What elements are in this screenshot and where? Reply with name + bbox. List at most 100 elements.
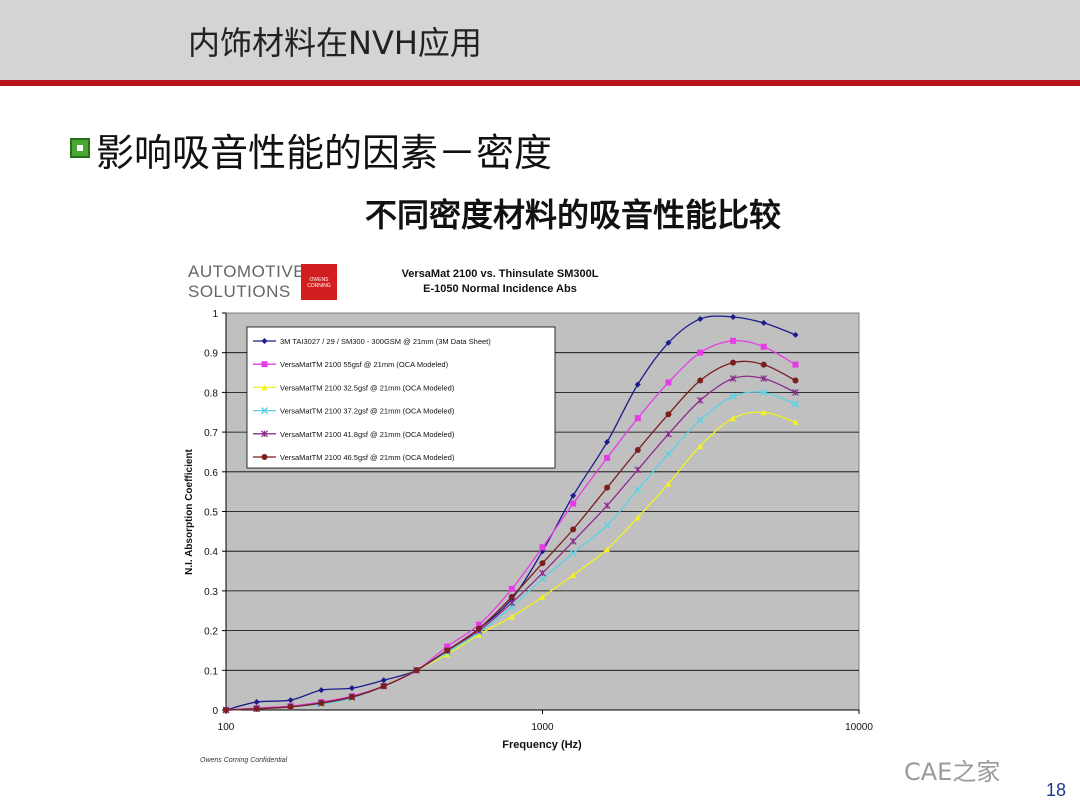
data-point <box>604 439 611 446</box>
data-point <box>730 415 737 422</box>
data-point <box>634 381 641 388</box>
slide-subheading: 不同密度材料的吸音性能比较 <box>365 196 782 234</box>
y-tick-label: 0 <box>212 706 218 717</box>
data-point <box>603 521 611 529</box>
data-point <box>697 315 704 322</box>
logo-text-line2: SOLUTIONS <box>188 282 291 301</box>
data-point <box>538 575 547 583</box>
y-axis-label: N.I. Absorption Coefficient <box>184 448 195 574</box>
data-point <box>791 400 800 408</box>
y-tick-label: 0.1 <box>204 666 218 677</box>
data-point <box>569 537 577 545</box>
page-number: 18 <box>1046 780 1067 800</box>
confidential-note: Owens Corning Confidential <box>200 757 288 764</box>
data-point <box>508 613 515 620</box>
data-point <box>634 486 642 494</box>
y-tick-label: 0.8 <box>204 388 218 399</box>
data-point <box>539 569 546 577</box>
x-tick-label: 100 <box>218 722 235 733</box>
y-tick-label: 0.9 <box>204 349 218 360</box>
data-point <box>634 466 642 474</box>
slide-title: 内饰材料在NVH应用 <box>188 24 482 62</box>
data-point <box>570 572 577 579</box>
data-point <box>539 544 546 551</box>
data-point <box>665 339 672 346</box>
data-point <box>792 388 799 396</box>
data-point <box>634 446 641 453</box>
data-point <box>792 419 799 426</box>
x-tick-label: 1000 <box>531 722 554 733</box>
data-point <box>665 430 672 438</box>
y-tick-label: 0.7 <box>204 428 218 439</box>
legend-box <box>246 326 556 469</box>
data-point <box>760 361 767 368</box>
data-point <box>475 631 482 638</box>
data-point <box>697 377 704 384</box>
data-point <box>570 492 577 499</box>
title-bar <box>0 0 1080 80</box>
chart-subtitle: E-1050 Normal Incidence Abs <box>423 283 577 295</box>
data-point <box>261 338 268 344</box>
data-point <box>261 384 268 391</box>
y-tick-label: 0.5 <box>204 508 218 519</box>
data-point <box>604 454 611 461</box>
data-point <box>634 415 641 422</box>
data-point <box>261 454 268 460</box>
data-point <box>664 450 672 458</box>
owens-corning-logo: OWENS CORNING <box>301 264 337 300</box>
data-point <box>697 442 704 449</box>
data-point <box>792 331 799 338</box>
data-point <box>665 480 672 487</box>
watermark: CAE之家 <box>904 758 1001 786</box>
data-point <box>287 697 294 704</box>
legend-label: VersaMatTM 2100 46.5gsf @ 21mm (OCA Mode… <box>280 453 455 462</box>
y-tick-label: 0.3 <box>204 587 218 598</box>
y-tick-label: 0.2 <box>204 627 218 638</box>
data-point <box>730 337 737 344</box>
data-point <box>665 411 672 418</box>
legend-label: 3M TAI3027 / 29 / SM300 - 300GSM @ 21mm … <box>280 337 491 346</box>
x-tick-label: 10000 <box>845 722 873 733</box>
logo-badge-text: OWENS CORNING <box>307 277 331 289</box>
data-point <box>348 693 355 700</box>
data-point <box>508 599 516 607</box>
data-point <box>413 667 420 674</box>
data-point <box>253 699 260 706</box>
data-point <box>444 643 451 650</box>
legend: 3M TAI3027 / 29 / SM300 - 300GSM @ 21mm … <box>246 326 556 469</box>
data-point <box>380 683 387 690</box>
bullet-icon <box>70 138 90 158</box>
data-point <box>348 685 355 692</box>
x-axis-label: Frequency (Hz) <box>502 739 582 751</box>
legend-label: VersaMatTM 2100 55gsf @ 21mm (OCA Modele… <box>280 360 449 369</box>
data-point <box>508 593 515 600</box>
data-point <box>697 349 704 356</box>
chart-title: VersaMat 2100 vs. Thinsulate SM300L <box>401 268 599 280</box>
data-point <box>260 407 269 415</box>
slide-heading: 影响吸音性能的因素－密度 <box>96 131 553 175</box>
data-point <box>261 361 268 368</box>
data-point <box>760 375 768 382</box>
legend-label: VersaMatTM 2100 32.5gsf @ 21mm (OCA Mode… <box>280 383 455 392</box>
y-tick-label: 0.6 <box>204 468 218 479</box>
title-divider <box>0 80 1080 86</box>
data-point <box>569 549 577 557</box>
data-point <box>475 625 482 632</box>
data-point <box>760 388 768 396</box>
data-point <box>729 392 737 400</box>
data-point <box>665 379 672 386</box>
legend-label: VersaMatTM 2100 37.2gsf @ 21mm (OCA Mode… <box>280 407 455 416</box>
data-point <box>792 377 799 384</box>
data-point <box>261 430 268 438</box>
data-point <box>760 319 767 326</box>
y-tick-label: 0.4 <box>204 547 218 558</box>
logo-text-line1: AUTOMOTIVE <box>188 262 306 281</box>
data-point <box>223 707 229 713</box>
data-point <box>760 409 767 416</box>
data-point <box>570 526 577 533</box>
data-point <box>792 361 799 368</box>
series-group <box>223 359 799 713</box>
data-point <box>475 621 482 628</box>
legend-label: VersaMatTM 2100 41.8gsf @ 21mm (OCA Mode… <box>280 430 455 439</box>
